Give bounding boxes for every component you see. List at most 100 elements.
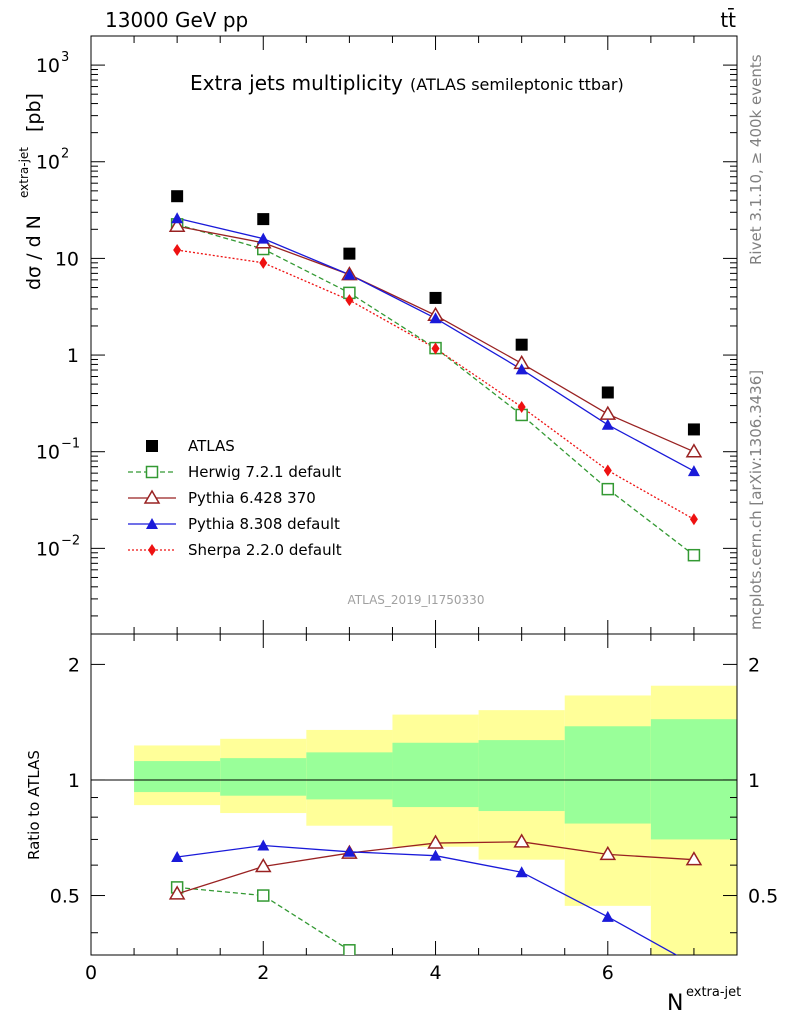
ratio-data-point (254, 858, 272, 873)
data-point (345, 294, 354, 307)
data-point (171, 190, 184, 203)
legend-marker (146, 440, 158, 452)
ratio-band-inner (392, 742, 479, 808)
y-tick-label-base: 10 (36, 538, 60, 560)
ratio-y-tick-label-right: 2 (748, 654, 760, 676)
data-point (171, 212, 184, 224)
data-point (687, 465, 700, 477)
ratio-data-point (343, 845, 356, 857)
ratio-bands (134, 685, 737, 955)
ratio-series-line (177, 886, 350, 951)
data-point (257, 232, 270, 244)
ratio-data-point (343, 944, 356, 955)
data-point (343, 247, 356, 260)
data-point (601, 482, 615, 496)
data-point (431, 342, 440, 355)
legend-label: Pythia 6.428 370 (188, 489, 316, 507)
data-point (429, 312, 442, 324)
ratio-data-point (171, 850, 184, 862)
ratio-band-inner (306, 752, 393, 800)
plot-title: Extra jets multiplicity (190, 71, 403, 95)
data-point (515, 363, 528, 375)
y-tick-label: 1 (67, 345, 79, 367)
legend-marker (148, 544, 156, 556)
ratio-y-ticks: 0.5 0.5 1 1 2 2 (50, 654, 778, 934)
legend-marker (145, 465, 159, 479)
y-tick-label: 10 −1 (36, 437, 80, 464)
legend-entry: Pythia 6.428 370 (128, 489, 316, 507)
ratio-y-tick-label-right: 1 (748, 770, 760, 792)
y-tick-label-exp: −2 (61, 533, 80, 548)
data-point (601, 386, 614, 399)
data-point (601, 418, 614, 430)
analysis-id: ATLAS_2019_I1750330 (348, 593, 485, 607)
ratio-data-point (685, 851, 703, 866)
ratio-data-point (257, 839, 270, 851)
mcplots-label: mcplots.cern.ch [arXiv:1306.3436] (747, 370, 765, 630)
y-tick-label: 10 −2 (36, 533, 80, 560)
legend-entry: Herwig 7.2.1 default (128, 463, 341, 481)
legend-entry: Pythia 8.308 default (128, 515, 340, 533)
x-axis-label: N extra-jet (667, 985, 741, 1016)
data-point (687, 423, 700, 436)
x-tick-label: 6 (602, 962, 614, 984)
x-axis-label-sup: extra-jet (686, 985, 741, 1000)
y-tick-label: 10 (55, 248, 79, 270)
x-tick-label: 2 (257, 962, 269, 984)
ratio-band-inner (478, 740, 565, 812)
data-point (343, 268, 356, 280)
data-point (257, 213, 270, 226)
y-tick-label-base: 10 (36, 55, 60, 77)
data-point (515, 338, 528, 351)
ratio-y-tick-label: 2 (68, 654, 80, 676)
y-tick-label-base: 10 (36, 442, 60, 464)
ratio-band-inner (220, 758, 307, 796)
ratio-data-point (427, 834, 444, 849)
legend: ATLAS Herwig 7.2.1 default Pythia 6.428 37… (128, 437, 342, 559)
data-point (173, 244, 182, 257)
ratio-band-inner (134, 761, 221, 793)
data-point (603, 464, 612, 477)
y-tick-label-base: 10 (36, 152, 60, 174)
ratio-plot-frame (90, 633, 738, 956)
legend-label: Pythia 8.308 default (188, 515, 340, 533)
ratio-data-point (429, 849, 442, 861)
y-tick-label: 10 3 (36, 50, 69, 77)
process-label: tt̄ (720, 7, 736, 32)
legend-entry: Sherpa 2.2.0 default (128, 541, 342, 559)
legend-label: Herwig 7.2.1 default (188, 463, 341, 481)
ratio-y-axis-label: Ratio to ATLAS (25, 750, 43, 860)
ratio-data-point (601, 910, 614, 922)
ratio-band-inner (564, 726, 651, 824)
ratio-data-point (513, 833, 530, 848)
ratio-data-point (515, 866, 528, 878)
data-point (429, 291, 442, 304)
x-axis-label-main: N (667, 991, 683, 1016)
rivet-label: Rivet 3.1.10, ≥ 400k events (747, 54, 765, 265)
y-tick-label-exp: 3 (61, 50, 69, 65)
plot-subtitle: (ATLAS semileptonic ttbar) (410, 75, 624, 94)
top-y-axis-label-sup: extra-jet (17, 147, 31, 198)
data-point (168, 217, 186, 233)
x-tick-label: 0 (85, 962, 97, 984)
y-tick-label-base: 10 (55, 248, 79, 270)
ratio-y-tick-label: 0.5 (50, 886, 80, 908)
ratio-y-tick-label-right: 0.5 (748, 886, 778, 908)
data-point (517, 401, 526, 414)
legend-label: Sherpa 2.2.0 default (188, 541, 342, 559)
energy-label: 13000 GeV pp (105, 8, 248, 32)
legend-entry: ATLAS (146, 437, 235, 455)
legend-marker (143, 489, 161, 504)
series-line (177, 225, 695, 453)
y-tick-label: 10 2 (36, 147, 69, 174)
y-tick-label-exp: −1 (61, 437, 80, 452)
y-tick-label-exp: 2 (61, 147, 69, 162)
ratio-band-inner (650, 719, 737, 840)
legend-label: ATLAS (188, 437, 235, 455)
data-point (689, 513, 698, 526)
ratio-data-point (599, 845, 617, 861)
data-point (259, 256, 268, 269)
x-tick-label: 4 (429, 962, 441, 984)
